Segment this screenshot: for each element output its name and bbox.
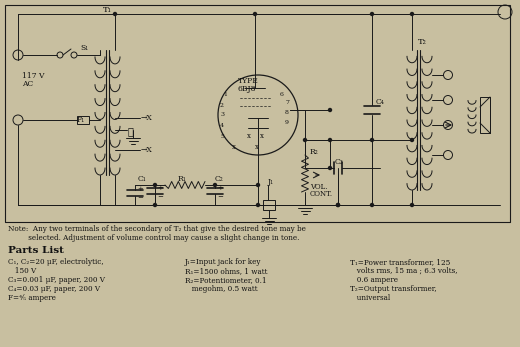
Bar: [480, 97, 490, 133]
Circle shape: [410, 203, 413, 206]
Circle shape: [304, 138, 306, 142]
Text: volts rms, 15 ma ; 6.3 volts,: volts rms, 15 ma ; 6.3 volts,: [350, 267, 458, 275]
Text: 6BJ8: 6BJ8: [238, 85, 256, 93]
Text: R₁=1500 ohms, 1 watt: R₁=1500 ohms, 1 watt: [185, 267, 267, 275]
Circle shape: [329, 167, 332, 169]
Text: T₁=Power transformer, 125: T₁=Power transformer, 125: [350, 258, 450, 266]
Text: x: x: [247, 132, 251, 140]
Text: CONT.: CONT.: [310, 190, 333, 198]
Circle shape: [256, 203, 259, 206]
Text: T₂: T₂: [418, 38, 427, 46]
Text: 5: 5: [220, 134, 224, 139]
Circle shape: [153, 203, 157, 206]
Text: C₃=0.001 μF, paper, 200 V: C₃=0.001 μF, paper, 200 V: [8, 276, 105, 284]
Text: R₂=Potentiometer, 0.1: R₂=Potentiometer, 0.1: [185, 276, 267, 284]
Bar: [263, 200, 275, 210]
Text: R₁: R₁: [178, 175, 187, 183]
Text: Note:  Any two terminals of the secondary of T₂ that give the desired tone may b: Note: Any two terminals of the secondary…: [8, 225, 306, 233]
Text: S₁: S₁: [80, 44, 88, 52]
Text: C₁, C₂=20 μF, electrolytic,: C₁, C₂=20 μF, electrolytic,: [8, 258, 103, 266]
Circle shape: [214, 184, 216, 186]
Text: T₁: T₁: [103, 6, 112, 14]
Text: 117 V: 117 V: [22, 72, 45, 80]
Text: megohm, 0.5 watt: megohm, 0.5 watt: [185, 285, 257, 293]
Circle shape: [336, 203, 340, 206]
Circle shape: [410, 138, 413, 142]
Text: C₂: C₂: [215, 175, 224, 183]
Text: 2: 2: [220, 103, 224, 108]
Circle shape: [410, 12, 413, 16]
Circle shape: [370, 203, 373, 206]
Text: R₂: R₂: [310, 148, 319, 156]
Text: −: −: [157, 193, 163, 201]
Text: 6: 6: [280, 92, 284, 97]
Text: J₁=Input jack for key: J₁=Input jack for key: [185, 258, 262, 266]
Text: +: +: [217, 184, 223, 192]
Circle shape: [329, 138, 332, 142]
Text: C₄: C₄: [376, 98, 385, 106]
Text: J₁: J₁: [268, 178, 274, 186]
Circle shape: [153, 184, 157, 186]
Circle shape: [370, 12, 373, 16]
Text: x: x: [255, 143, 259, 151]
Text: universal: universal: [350, 294, 390, 302]
Text: 8: 8: [285, 110, 289, 115]
Text: x: x: [260, 132, 264, 140]
Text: T₂=Output transformer,: T₂=Output transformer,: [350, 285, 437, 293]
Text: −: −: [217, 193, 223, 201]
Circle shape: [336, 203, 340, 206]
Text: ⏚: ⏚: [128, 127, 134, 136]
Text: 3: 3: [220, 112, 224, 117]
Text: F=⅘ ampere: F=⅘ ampere: [8, 294, 56, 302]
Bar: [77, 116, 89, 124]
Text: selected. Adjustment of volume control may cause a slight change in tone.: selected. Adjustment of volume control m…: [8, 234, 300, 242]
Text: Parts List: Parts List: [8, 246, 64, 255]
Text: +: +: [157, 184, 163, 192]
Text: AC: AC: [22, 80, 33, 88]
Text: 4: 4: [220, 123, 224, 128]
Circle shape: [113, 12, 116, 16]
Text: −: −: [137, 194, 143, 202]
Text: +: +: [137, 185, 143, 193]
Bar: [5, 5, 510, 222]
Text: 9: 9: [285, 120, 289, 125]
Text: F₁: F₁: [77, 116, 85, 124]
Circle shape: [329, 109, 332, 111]
Circle shape: [370, 138, 373, 142]
Text: 150 V: 150 V: [8, 267, 36, 275]
Text: 0.6 ampere: 0.6 ampere: [350, 276, 398, 284]
Text: TYPE: TYPE: [238, 77, 259, 85]
Circle shape: [254, 12, 256, 16]
Text: 7: 7: [285, 100, 289, 105]
Text: 1: 1: [223, 92, 227, 97]
Text: C₃: C₃: [335, 158, 344, 166]
Text: C₁: C₁: [138, 175, 147, 183]
Text: →X: →X: [141, 146, 153, 154]
Text: →X: →X: [141, 114, 153, 122]
Text: x: x: [232, 143, 236, 151]
Text: VOL.: VOL.: [310, 183, 328, 191]
Circle shape: [256, 184, 259, 186]
Text: C₄=0.03 μF, paper, 200 V: C₄=0.03 μF, paper, 200 V: [8, 285, 100, 293]
